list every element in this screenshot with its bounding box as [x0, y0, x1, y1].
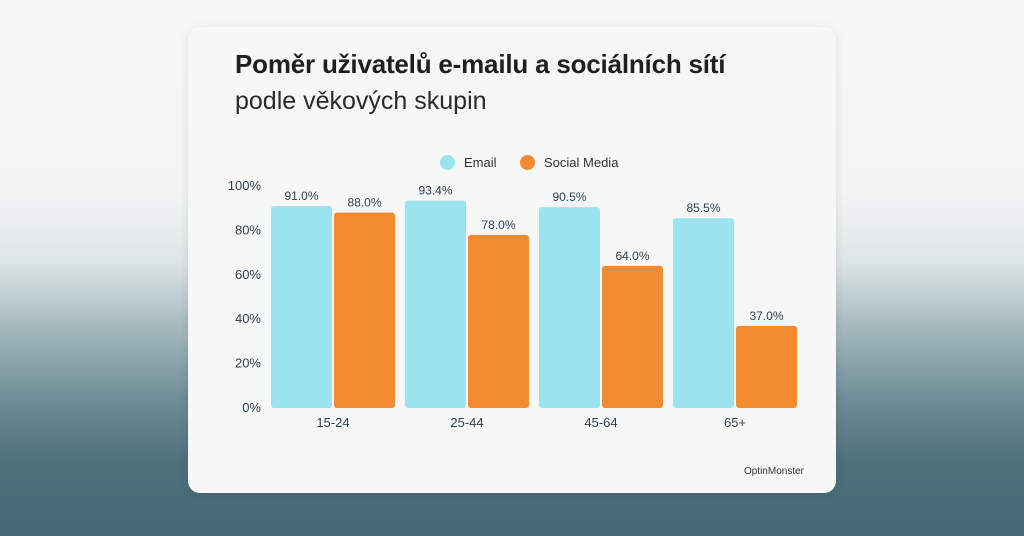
bar-email — [405, 200, 466, 408]
legend-item-email: Email — [440, 155, 497, 170]
data-label: 93.4% — [418, 184, 452, 198]
y-tick-label: 60% — [235, 267, 261, 282]
data-label: 91.0% — [284, 189, 318, 203]
bar-email — [673, 218, 734, 408]
bar-chart: 0% 20% 40% 60% 80% 100% 91.0% 88.0% 15-24 93.4% 78… — [228, 178, 797, 430]
x-tick-label: 25-44 — [450, 415, 483, 430]
bar-email — [271, 205, 332, 408]
legend-label-social-media: Social Media — [544, 155, 619, 170]
x-tick-label: 45-64 — [584, 415, 617, 430]
y-tick-label: 0% — [242, 400, 261, 415]
bar-email — [539, 207, 600, 408]
bar-social-media — [736, 325, 797, 408]
legend-item-social-media: Social Media — [520, 155, 618, 170]
chart-subtitle: podle věkových skupin — [235, 87, 487, 115]
chart-title: Poměr uživatelů e-mailu a sociálních sít… — [235, 49, 726, 79]
x-tick-label: 65+ — [724, 415, 746, 430]
bar-social-media — [468, 234, 529, 408]
bar-social-media — [602, 265, 663, 408]
bar-social-media — [334, 212, 395, 408]
legend-swatch-email — [440, 155, 455, 170]
data-label: 78.0% — [481, 218, 515, 232]
y-tick-label: 40% — [235, 311, 261, 326]
y-tick-label: 20% — [235, 356, 261, 371]
legend-label-email: Email — [464, 155, 497, 170]
data-label: 90.5% — [552, 190, 586, 204]
legend: Email Social Media — [188, 155, 836, 175]
y-tick-label: 100% — [228, 178, 262, 193]
data-label: 64.0% — [615, 249, 649, 263]
data-label: 85.5% — [686, 201, 720, 215]
brand-label: OptinMonster — [743, 466, 804, 477]
legend-swatch-social-media — [520, 155, 535, 170]
data-label: 88.0% — [347, 196, 381, 210]
chart-card: Poměr uživatelů e-mailu a sociálních sít… — [188, 27, 836, 493]
data-label: 37.0% — [749, 309, 783, 323]
y-tick-label: 80% — [235, 222, 261, 237]
x-tick-label: 15-24 — [316, 415, 349, 430]
